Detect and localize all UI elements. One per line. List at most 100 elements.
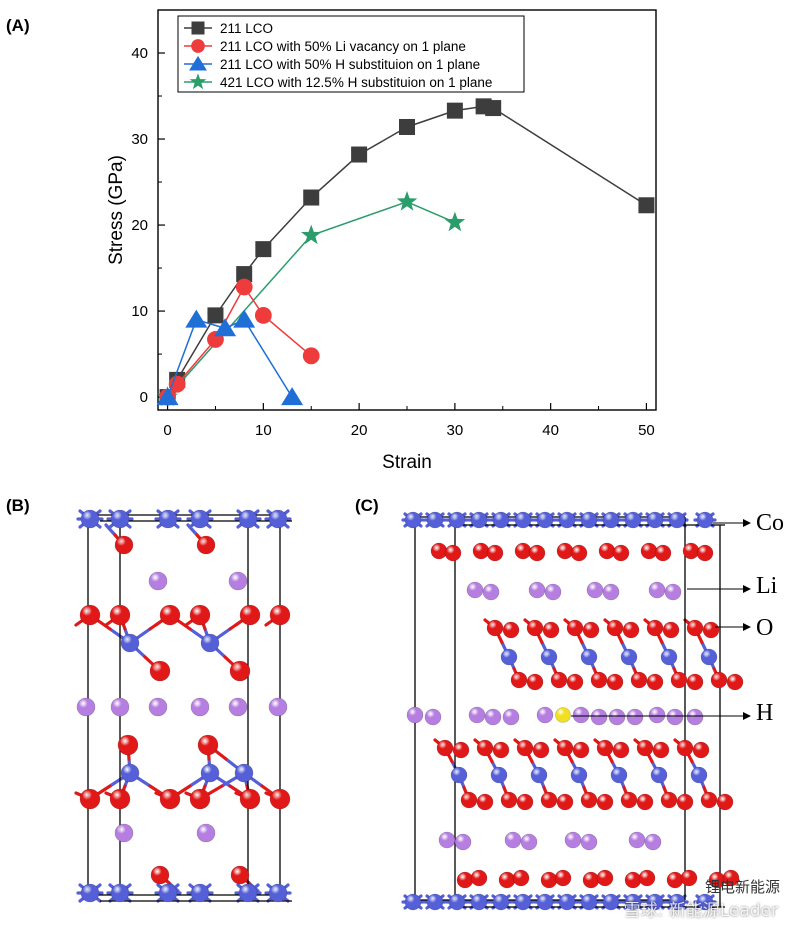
co-atom bbox=[624, 511, 642, 529]
co-atom bbox=[536, 893, 554, 911]
o-atom bbox=[636, 739, 654, 757]
bond-line bbox=[186, 523, 199, 537]
co-atom bbox=[80, 509, 100, 529]
co-atom bbox=[238, 883, 258, 903]
co-atom bbox=[696, 893, 714, 911]
series-2 bbox=[156, 309, 304, 406]
o-atom bbox=[540, 871, 558, 889]
data-point-triangle bbox=[233, 309, 256, 328]
li-atom bbox=[666, 708, 684, 726]
co-atom bbox=[530, 766, 548, 784]
o-atom bbox=[702, 621, 720, 639]
o-atom bbox=[197, 734, 219, 756]
o-atom bbox=[114, 535, 134, 555]
o-atom bbox=[636, 793, 654, 811]
o-atom bbox=[630, 671, 648, 689]
co-atom bbox=[110, 509, 130, 529]
x-tick-label: 10 bbox=[255, 422, 272, 439]
data-point-circle bbox=[168, 375, 186, 393]
o-atom bbox=[710, 671, 728, 689]
li-atom bbox=[110, 697, 130, 717]
series-1 bbox=[159, 278, 320, 406]
o-atom bbox=[572, 741, 590, 759]
co-atom bbox=[602, 893, 620, 911]
li-atom bbox=[686, 708, 704, 726]
data-point-triangle bbox=[281, 387, 304, 406]
panel-c-label: (C) bbox=[355, 496, 379, 515]
o-atom bbox=[444, 544, 462, 562]
li-atom bbox=[628, 831, 646, 849]
co-atom bbox=[540, 648, 558, 666]
li-atom bbox=[608, 708, 626, 726]
co-atom bbox=[620, 648, 638, 666]
li-atom bbox=[76, 697, 96, 717]
o-atom bbox=[514, 542, 532, 560]
o-atom bbox=[470, 869, 488, 887]
legend-marker-star bbox=[189, 73, 207, 90]
watermark-source: 雪球: 新能源Leader bbox=[623, 901, 778, 921]
li-atom bbox=[228, 571, 248, 591]
o-atom bbox=[189, 604, 211, 626]
co-atom bbox=[624, 893, 642, 911]
data-point-circle bbox=[302, 347, 320, 365]
li-atom bbox=[520, 833, 538, 851]
x-tick-label: 50 bbox=[638, 422, 655, 439]
x-tick-label: 20 bbox=[351, 422, 368, 439]
o-atom bbox=[550, 671, 568, 689]
o-atom bbox=[512, 869, 530, 887]
o-atom bbox=[500, 791, 518, 809]
o-atom bbox=[532, 741, 550, 759]
co-atom bbox=[190, 509, 210, 529]
li-atom bbox=[602, 583, 620, 601]
o-atom bbox=[498, 871, 516, 889]
co-atom bbox=[158, 883, 178, 903]
legend-entry: 211 LCO with 50% H substituion on 1 plan… bbox=[220, 57, 480, 72]
series-line bbox=[166, 105, 647, 398]
o-atom bbox=[556, 739, 574, 757]
li-atom bbox=[268, 697, 288, 717]
co-atom bbox=[426, 893, 444, 911]
co-atom bbox=[200, 633, 220, 653]
li-atom bbox=[468, 706, 486, 724]
co-atom bbox=[200, 763, 220, 783]
x-tick-label: 40 bbox=[542, 422, 559, 439]
o-atom bbox=[526, 619, 544, 637]
o-atom bbox=[528, 544, 546, 562]
arrow-head-icon bbox=[743, 623, 751, 631]
arrow-head-icon bbox=[743, 585, 751, 593]
o-atom bbox=[430, 542, 448, 560]
o-atom bbox=[612, 741, 630, 759]
co-atom bbox=[500, 648, 518, 666]
o-atom bbox=[556, 793, 574, 811]
o-atom bbox=[582, 621, 600, 639]
li-atom bbox=[544, 583, 562, 601]
li-atom bbox=[406, 706, 424, 724]
o-atom bbox=[476, 793, 494, 811]
li-atom bbox=[466, 581, 484, 599]
li-atom bbox=[484, 708, 502, 726]
co-atom bbox=[120, 633, 140, 653]
label-h: H bbox=[756, 700, 774, 726]
panel-b-label: (B) bbox=[6, 496, 30, 515]
o-atom bbox=[269, 788, 291, 810]
o-atom bbox=[516, 793, 534, 811]
data-point-square bbox=[485, 100, 502, 117]
o-atom bbox=[646, 619, 664, 637]
o-atom bbox=[676, 739, 694, 757]
co-atom bbox=[404, 893, 422, 911]
li-atom bbox=[564, 831, 582, 849]
co-atom bbox=[450, 766, 468, 784]
o-atom bbox=[79, 788, 101, 810]
o-atom bbox=[598, 542, 616, 560]
panel-a-label: (A) bbox=[6, 16, 30, 35]
data-point-triangle bbox=[185, 309, 208, 328]
co-atom bbox=[470, 511, 488, 529]
o-atom bbox=[606, 673, 624, 691]
co-atom bbox=[492, 511, 510, 529]
o-atom bbox=[117, 734, 139, 756]
li-atom bbox=[148, 571, 168, 591]
o-atom bbox=[556, 542, 574, 560]
o-atom bbox=[510, 671, 528, 689]
o-atom bbox=[606, 619, 624, 637]
o-atom bbox=[686, 619, 704, 637]
